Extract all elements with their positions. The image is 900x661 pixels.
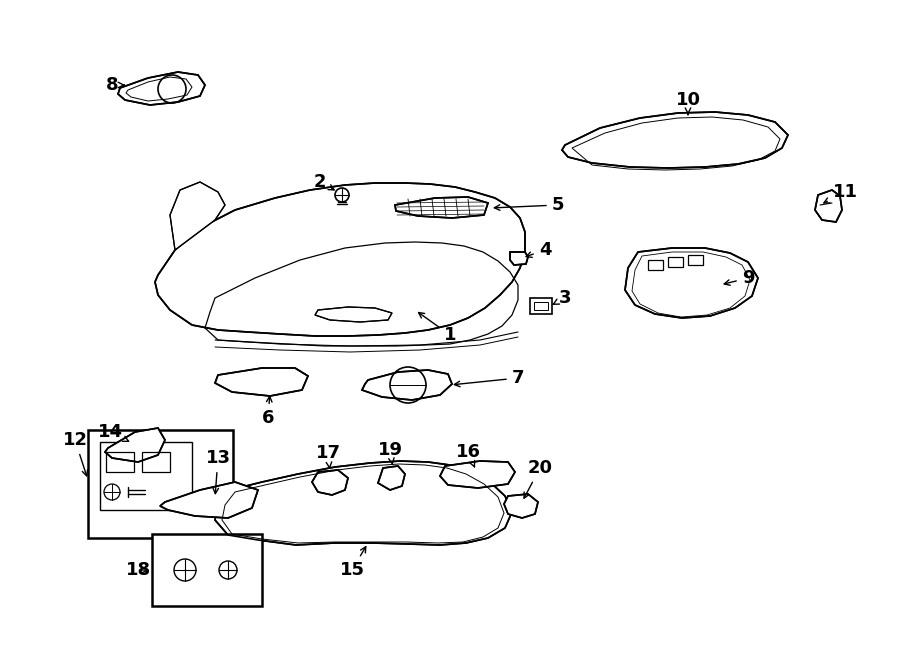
- Text: 12: 12: [62, 431, 87, 476]
- Text: 3: 3: [554, 289, 572, 307]
- Bar: [534, 302, 548, 310]
- Text: 19: 19: [377, 441, 402, 465]
- Text: 11: 11: [824, 183, 858, 203]
- Polygon shape: [160, 482, 258, 518]
- Bar: [100, 442, 192, 510]
- Bar: [688, 255, 703, 265]
- Text: 9: 9: [724, 269, 754, 287]
- Text: 8: 8: [105, 76, 124, 94]
- Text: 2: 2: [314, 173, 334, 191]
- Text: 16: 16: [455, 443, 481, 467]
- Bar: [668, 257, 683, 267]
- Polygon shape: [118, 72, 205, 105]
- Bar: [530, 298, 552, 314]
- Polygon shape: [440, 461, 515, 488]
- Text: 7: 7: [454, 369, 524, 387]
- Polygon shape: [315, 307, 392, 322]
- Polygon shape: [504, 494, 538, 518]
- Bar: [142, 452, 170, 472]
- Text: 14: 14: [97, 423, 129, 442]
- Bar: [648, 260, 663, 270]
- Polygon shape: [215, 461, 512, 545]
- Polygon shape: [815, 190, 842, 222]
- Polygon shape: [378, 466, 405, 490]
- Text: 17: 17: [316, 444, 340, 468]
- Polygon shape: [170, 182, 225, 250]
- Text: 13: 13: [205, 449, 230, 494]
- Polygon shape: [105, 428, 165, 462]
- Bar: [152, 534, 262, 606]
- Text: 4: 4: [526, 241, 551, 259]
- Text: 1: 1: [418, 313, 456, 344]
- Bar: [106, 452, 134, 472]
- Polygon shape: [155, 183, 525, 336]
- Text: 15: 15: [339, 547, 365, 579]
- Polygon shape: [215, 368, 308, 396]
- Bar: [88, 430, 233, 538]
- Polygon shape: [625, 248, 758, 318]
- Text: 18: 18: [125, 561, 150, 579]
- Polygon shape: [395, 197, 488, 218]
- Polygon shape: [362, 370, 452, 400]
- Polygon shape: [312, 470, 348, 495]
- Text: 20: 20: [524, 459, 553, 498]
- Text: 10: 10: [676, 91, 700, 114]
- Text: 6: 6: [262, 397, 274, 427]
- Polygon shape: [510, 252, 528, 265]
- Text: 5: 5: [494, 196, 564, 214]
- Polygon shape: [562, 112, 788, 168]
